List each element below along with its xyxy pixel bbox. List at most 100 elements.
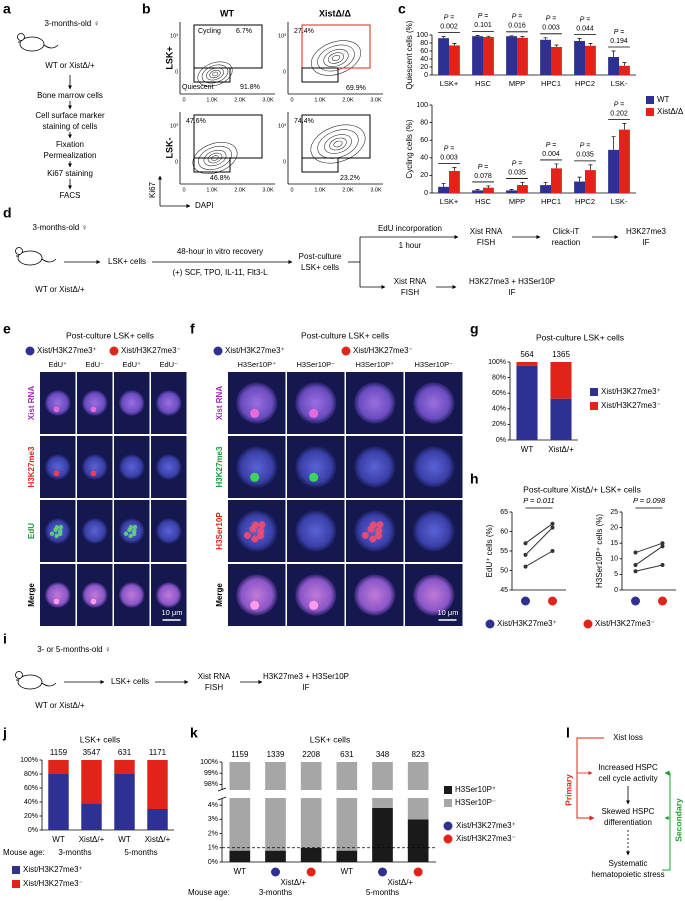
bar bbox=[540, 39, 551, 75]
line bbox=[635, 564, 663, 572]
row-header: H3Ser10P bbox=[215, 512, 224, 550]
x-tick-label: WT bbox=[118, 835, 131, 844]
mouse-icon bbox=[17, 250, 43, 266]
signal-spot bbox=[57, 531, 63, 537]
legend-label: Xist/H3K27me3⁻ bbox=[121, 346, 181, 355]
line bbox=[635, 545, 663, 566]
bar bbox=[517, 37, 528, 75]
bar-segment bbox=[336, 798, 358, 851]
legend-label: Xist/H3K27me3⁺ bbox=[456, 821, 516, 830]
panel-label: g bbox=[470, 321, 479, 337]
column-header: XistΔ/Δ bbox=[319, 8, 351, 18]
nucleus bbox=[413, 574, 455, 616]
panel-title: Post-culture LSK+ cells bbox=[301, 330, 389, 340]
legend-label: H3Ser10P⁺ bbox=[455, 785, 496, 794]
gate bbox=[193, 157, 231, 173]
label: IF bbox=[302, 683, 309, 692]
x-tick-label: LSK+ bbox=[440, 79, 459, 88]
bar bbox=[438, 38, 449, 75]
signal-spot bbox=[376, 521, 384, 529]
panel-title: Post-culture LSK+ cells bbox=[66, 330, 154, 340]
x-tick-label: HPC2 bbox=[575, 197, 595, 206]
bar-segment bbox=[407, 819, 429, 862]
y-tick-label: 0 bbox=[614, 587, 618, 594]
count-label: 3547 bbox=[83, 748, 101, 757]
label: H3K27me3 + H3Ser10P bbox=[263, 672, 349, 681]
error-bar bbox=[475, 189, 480, 191]
scale-label: 10 μm bbox=[162, 608, 183, 617]
count-label: 1339 bbox=[267, 750, 285, 759]
y-tick-label: 60 bbox=[500, 528, 508, 535]
label: Xist RNA bbox=[198, 672, 231, 681]
y-tick-label: 5 bbox=[614, 571, 618, 578]
legend-swatch bbox=[12, 880, 20, 888]
y-tick-label: 80 bbox=[420, 40, 428, 47]
panel-label: h bbox=[470, 471, 479, 487]
label: 1 hour bbox=[399, 241, 422, 250]
label: H3K27me3 bbox=[626, 227, 667, 236]
error-bar bbox=[475, 35, 480, 37]
signal-spot bbox=[309, 472, 319, 482]
line bbox=[525, 527, 553, 556]
contour bbox=[333, 140, 343, 148]
point bbox=[660, 544, 665, 549]
mouse-icon bbox=[41, 682, 57, 687]
y-tick-label: 40% bbox=[492, 406, 506, 413]
row-header: Xist RNA bbox=[215, 386, 224, 420]
signal-spot bbox=[369, 521, 377, 529]
label: LSK+ cells bbox=[301, 263, 339, 272]
mouse-icon bbox=[43, 44, 59, 49]
legend-label: Xist/H3K27me3⁺ bbox=[601, 387, 661, 396]
y-tick-label: 60 bbox=[420, 48, 428, 55]
legend-label: Xist/H3K27me3⁺ bbox=[225, 346, 285, 355]
contour bbox=[209, 69, 221, 79]
bar bbox=[472, 36, 483, 75]
count-label: 1171 bbox=[149, 748, 167, 757]
x-tick-label: 2.0K bbox=[234, 187, 246, 193]
column-header: H3Ser10P⁺ bbox=[237, 360, 276, 369]
y-tick-label: 40% bbox=[24, 799, 38, 806]
point bbox=[660, 541, 665, 546]
x-tick-label: MPP bbox=[509, 197, 525, 206]
age-label: 5-months bbox=[124, 848, 157, 857]
y-tick-label: 100% bbox=[488, 359, 506, 366]
y-tick-label: 0 bbox=[175, 69, 178, 75]
bar bbox=[540, 185, 551, 193]
error-bar bbox=[509, 189, 514, 191]
signal-spot bbox=[257, 532, 265, 540]
point bbox=[550, 525, 555, 530]
count-label: 823 bbox=[411, 750, 425, 759]
row-header: H3K27me3 bbox=[215, 446, 224, 487]
count-label: 1159 bbox=[50, 748, 68, 757]
label: 3-months-old ♀ bbox=[33, 223, 88, 232]
y-tick-label: 45 bbox=[500, 587, 508, 594]
x-tick-label: 1.0K bbox=[206, 187, 218, 193]
bar bbox=[449, 171, 460, 193]
bar-segment bbox=[300, 762, 322, 790]
mouse-icon bbox=[41, 258, 57, 263]
error-bar bbox=[486, 35, 491, 37]
y-tick-label: 10³ bbox=[278, 33, 286, 39]
bar-segment bbox=[516, 365, 538, 440]
column-header: EdU⁻ bbox=[159, 360, 178, 369]
count-label: 631 bbox=[340, 750, 354, 759]
bar-segment bbox=[372, 807, 393, 862]
p-prefix: P = bbox=[546, 142, 556, 149]
column-header: H3Ser10P⁺ bbox=[355, 360, 394, 369]
x-tick-label: MPP bbox=[509, 79, 525, 88]
x-tick-label: HSC bbox=[475, 197, 491, 206]
chart-title: Post-culture LSK+ cells bbox=[536, 332, 624, 342]
signal-spot bbox=[53, 598, 60, 605]
signal-spot bbox=[361, 531, 369, 539]
gate-label: 23.2% bbox=[340, 175, 360, 182]
bar-segment bbox=[265, 762, 286, 790]
legend-swatch bbox=[444, 799, 452, 807]
signal-spot bbox=[128, 533, 133, 539]
y-tick-label: 0 bbox=[283, 69, 286, 75]
p-value: 0.003 bbox=[542, 25, 560, 32]
bar bbox=[585, 45, 596, 75]
legend-label: Xist/H3K27me3⁺ bbox=[23, 865, 83, 874]
bar-segment bbox=[48, 760, 69, 774]
y-tick-label: 80 bbox=[420, 119, 428, 126]
gate-label: 6.7% bbox=[236, 28, 252, 35]
